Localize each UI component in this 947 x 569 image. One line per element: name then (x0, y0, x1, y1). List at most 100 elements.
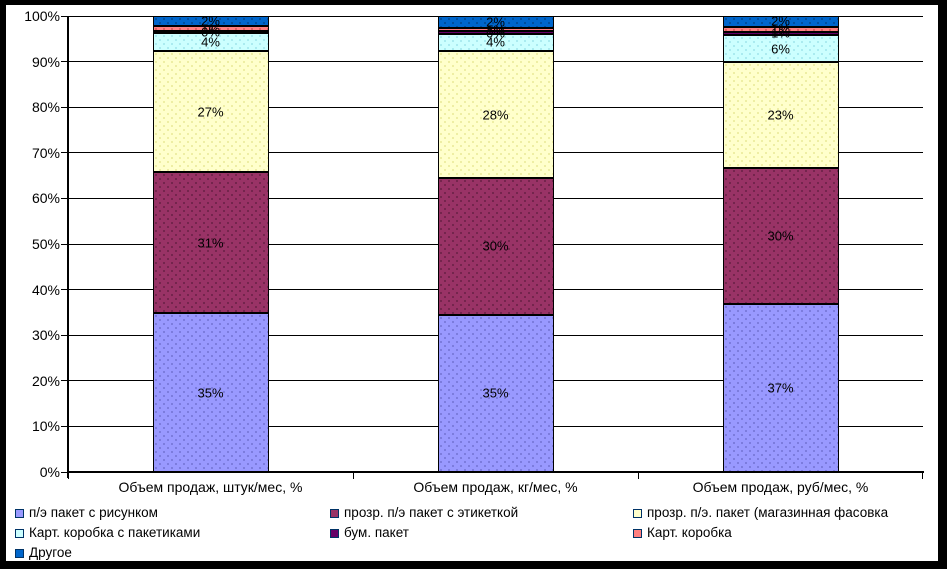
legend-label: бум. пакет (344, 525, 409, 540)
plot-area: 0% 10% 20% 30% 40% 50% 60% 70% 80% 90% 100% 2% 1% 0% 4… (24, 9, 924, 479)
segment-data-label: 1% (771, 25, 790, 41)
x-axis-category-labels: Объем продаж, штук/мес, % Объем продаж, к… (68, 479, 923, 495)
segment-data-label: 31% (197, 235, 224, 251)
legend-column-1: прозр. п/э пакет с этикеткой бум. пакет (330, 503, 518, 543)
legend-item: Карт. коробка (633, 523, 888, 543)
y-axis-label-20: 20% (31, 372, 60, 389)
segment-data-label: 0% (486, 25, 505, 40)
y-axis-tick (61, 152, 68, 154)
legend-item: прозр. п/э. пакет (магазинная фасовка (633, 503, 888, 523)
legend-label: прозр. п/э пакет с этикеткой (344, 505, 519, 520)
bar-segment: 2% (722, 13, 839, 29)
bar-segment: 1% (437, 23, 554, 36)
segment-data-label: 30% (767, 228, 794, 244)
y-axis-label-80: 80% (31, 99, 60, 116)
bar-segment: 0% (152, 26, 269, 39)
legend-marker-icon (15, 528, 24, 538)
bar-segment: 27% (152, 50, 269, 173)
segment-data-label: 35% (197, 385, 224, 401)
segment-data-label: 23% (767, 107, 794, 123)
y-axis-label-100: 100% (24, 8, 60, 24)
y-axis-label-10: 10% (31, 418, 60, 435)
bar-segment: 6% (722, 35, 839, 63)
y-axis-line (67, 16, 69, 478)
bar-segment: 37% (722, 303, 839, 472)
y-axis-tick (61, 289, 68, 291)
legend-label: Карт. коробка (647, 525, 732, 540)
bar-segment: 28% (437, 51, 554, 179)
y-axis-label-30: 30% (31, 327, 60, 344)
y-axis-tick (61, 197, 68, 199)
segment-data-label: 2% (201, 13, 220, 29)
legend-label: прозр. п/э. пакет (магазинная фасовка (647, 505, 889, 520)
legend-marker-icon (330, 508, 339, 518)
x-axis-line (67, 471, 924, 473)
legend-item: бум. пакет (330, 523, 518, 543)
bar-segment: 2% (152, 13, 269, 29)
y-axis-label-40: 40% (31, 281, 60, 298)
bar-segment: 1% (722, 23, 839, 36)
legend-marker-icon (633, 528, 642, 538)
bar-segment: 0% (437, 26, 554, 39)
stacked-bar-2: 2% 1% 1% 6% 23% 30% 37% (722, 13, 839, 472)
legend-marker-icon (330, 528, 339, 538)
chart-canvas: 0% 10% 20% 30% 40% 50% 60% 70% 80% 90% 100% 2% 1% 0% 4… (6, 5, 938, 561)
x-axis-tick (922, 472, 923, 479)
bar-segment: 2% (437, 14, 554, 30)
y-axis-tick (61, 471, 68, 473)
segment-data-label: 1% (201, 21, 220, 37)
legend-label: Карт. коробка с пакетиками (29, 525, 201, 540)
legend-marker-icon (15, 548, 24, 558)
y-axis-label-70: 70% (31, 144, 60, 161)
segment-data-label: 4% (201, 34, 220, 50)
x-axis-category-label-2: Объем продаж, руб/мес, % (692, 479, 869, 495)
legend-column-2: прозр. п/э. пакет (магазинная фасовка Кар… (633, 503, 888, 543)
segment-data-label: 35% (482, 385, 509, 401)
bar-segment: 35% (437, 314, 554, 472)
bar-segment: 23% (722, 62, 839, 168)
bar-segment: 30% (722, 167, 839, 304)
segment-data-label: 2% (486, 14, 505, 30)
bar-segment: 1% (152, 22, 269, 35)
legend-item: прозр. п/э пакет с этикеткой (330, 503, 518, 523)
segment-data-label: 1% (486, 22, 505, 38)
legend-item: Карт. коробка с пакетиками (15, 523, 200, 543)
segment-data-label: 6% (771, 41, 790, 57)
x-axis-category-label-1: Объем продаж, кг/мес, % (413, 479, 578, 495)
bar-segment: 1% (722, 27, 839, 40)
segment-data-label: 28% (482, 107, 509, 123)
y-axis-tick (61, 243, 68, 245)
legend-label: п/э пакет с рисунком (29, 505, 158, 520)
legend-column-0: п/э пакет с рисунком Карт. коробка с паке… (15, 503, 200, 563)
stacked-bar-0: 2% 1% 0% 4% 27% 31% 35% (152, 13, 269, 472)
y-axis-label-60: 60% (31, 190, 60, 207)
y-axis-tick (61, 15, 68, 17)
legend-label: Другое (29, 545, 72, 560)
y-axis-tick (61, 61, 68, 63)
stacked-bar-1: 2% 1% 0% 4% 28% 30% 35% (437, 14, 554, 472)
bar-segment: 31% (152, 172, 269, 314)
y-axis-label-90: 90% (31, 53, 60, 70)
bar-segment: 30% (437, 178, 554, 315)
y-axis-tick (61, 106, 68, 108)
segment-data-label: 2% (771, 13, 790, 29)
x-axis-tick (638, 472, 639, 479)
legend-item: п/э пакет с рисунком (15, 503, 200, 523)
y-axis-label-50: 50% (31, 236, 60, 252)
bar-segment: 4% (437, 33, 554, 52)
x-axis-tick (353, 472, 354, 479)
segment-data-label: 27% (197, 104, 224, 120)
y-axis-tick (61, 425, 68, 427)
legend: п/э пакет с рисунком Карт. коробка с паке… (15, 503, 935, 561)
legend-marker-icon (633, 508, 642, 518)
segment-data-label: 0% (201, 24, 220, 40)
segment-data-label: 37% (767, 380, 794, 396)
bar-segment: 4% (152, 33, 269, 51)
bar-segment: 35% (152, 313, 269, 472)
legend-item: Другое (15, 543, 200, 563)
segment-data-label: 30% (482, 238, 509, 254)
segment-data-label: 4% (486, 34, 505, 50)
y-axis-tick (61, 380, 68, 382)
x-axis-tick (68, 472, 69, 479)
